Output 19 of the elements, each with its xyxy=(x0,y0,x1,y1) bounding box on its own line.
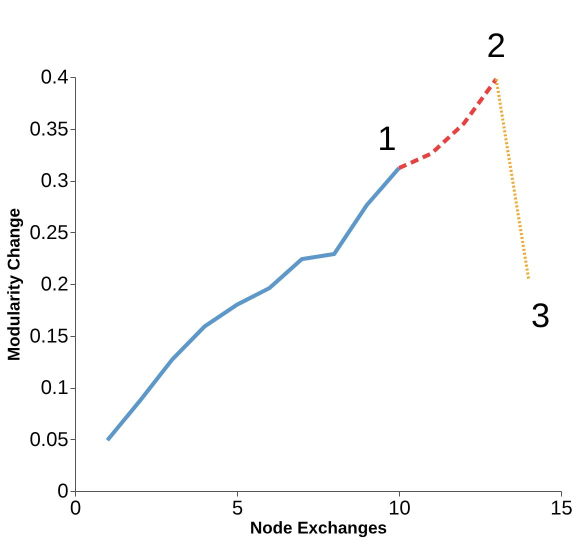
annotation: 1 xyxy=(378,120,396,158)
y-tick-label: 0.35 xyxy=(30,118,68,140)
annotation: 3 xyxy=(531,296,550,335)
y-tick-label: 0.1 xyxy=(40,377,68,399)
line-series xyxy=(105,166,401,442)
y-tick-label: 0.4 xyxy=(40,66,68,88)
y-tick-label: 0.3 xyxy=(40,170,68,192)
x-tick-label: 5 xyxy=(232,498,244,520)
y-tick-label: 0.15 xyxy=(30,325,68,348)
y-axis-title: Modularity Change xyxy=(4,208,24,362)
y-tick-label: 0 xyxy=(57,480,68,502)
y-tick-label: 0.2 xyxy=(40,274,68,296)
x-tick-label: 15 xyxy=(550,498,573,520)
x-axis-title: Node Exchanges xyxy=(250,518,387,538)
line-series xyxy=(397,77,498,170)
x-tick-label: 10 xyxy=(388,498,411,520)
y-tick-label: 0.05 xyxy=(30,428,68,451)
annotation: 2 xyxy=(486,27,506,66)
y-tick-label: 0.25 xyxy=(30,222,68,244)
